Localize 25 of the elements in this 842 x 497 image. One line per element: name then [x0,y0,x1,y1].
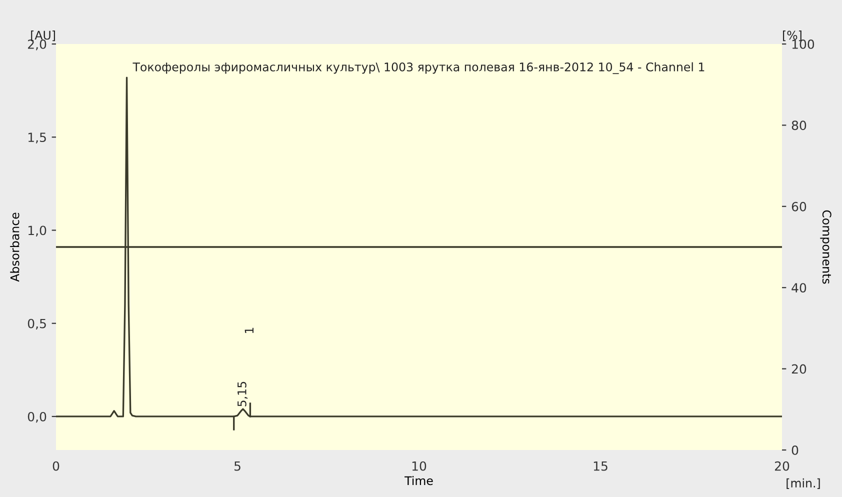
y-tick-label: 2,0 [28,39,46,50]
y-tick-label: 1,0 [28,226,46,236]
x-tick-label: 0 [52,461,60,471]
y-tick-label: 1,5 [28,132,46,144]
x-tick-label: 10 [412,461,426,471]
x-tick-label: 15 [594,461,608,471]
y-axis-title: Absorbance [10,212,20,282]
x-axis-title: Time [404,476,433,486]
y-tick-label: 0,0 [28,412,46,423]
annotation: 1 [244,328,254,333]
y2-tick-label: 80 [792,120,806,130]
x-tick-label: 5 [234,461,240,471]
annotation: 5,15 [238,382,248,406]
text: [%] [783,30,802,42]
text: Токоферолы эфиромасличных культур\ 1003 ярутка полевая 16-янв-2012 10_54 - Channel 1 [132,62,704,74]
text: [min.] [786,478,820,489]
y2-tick-label: 60 [792,202,806,212]
y2-tick-label: 40 [792,283,806,293]
y-tick-label: 0,5 [28,318,46,330]
x-tick-label: 20 [774,461,790,471]
y2-tick-label: 100 [792,39,814,49]
y2-tick-label: 20 [792,364,806,374]
text: [AU] [31,30,55,42]
y2-tick-label: 0 [792,445,798,455]
y2-axis-title: Components [820,210,832,284]
